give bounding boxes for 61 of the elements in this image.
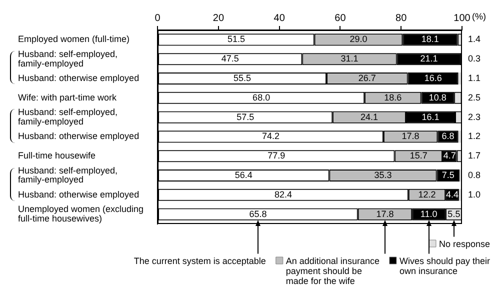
y-tick-label: Husband: self-employed, family-employed	[18, 165, 118, 185]
y-tick-label: Husband: self-employed, family-employed	[18, 107, 118, 127]
data-label: 55.5	[234, 72, 252, 83]
legend-label: An additional insurance payment should be made for the wife	[286, 256, 380, 286]
data-label: 1.4	[468, 34, 481, 44]
data-label: 6.8	[442, 131, 454, 142]
y-tick-label: Full-time housewife	[18, 150, 96, 161]
data-label: 0.3	[468, 54, 481, 64]
legend-label: Wives should pay their own insurance	[399, 256, 490, 276]
data-label: 2.3	[468, 112, 481, 122]
data-label: 31.1	[340, 54, 358, 64]
data-label: 17.8	[402, 131, 420, 142]
data-label: 26.7	[358, 72, 376, 83]
data-label: 0.8	[468, 170, 481, 180]
y-tick-label: Husband: otherwise employed	[18, 189, 140, 200]
data-label: 16.6	[424, 72, 442, 83]
data-label: 82.4	[274, 189, 292, 200]
data-label: 4.4	[446, 189, 459, 200]
data-label: 1.0	[468, 189, 481, 200]
x-tick-label: 20	[212, 12, 224, 24]
y-tick-label: Unemployed women (excluding full-time housewives)	[18, 204, 144, 224]
y-tick-label: Husband: self-employed, family-employed	[18, 48, 118, 68]
data-label: 65.8	[249, 208, 267, 219]
data-label: 2.5	[468, 92, 481, 102]
data-label: 56.4	[234, 170, 252, 180]
x-tick-label: 40	[274, 12, 286, 24]
data-label: 57.5	[236, 112, 254, 122]
x-tick-label: 80	[396, 12, 408, 24]
data-label: 5.5	[448, 208, 460, 219]
data-label: 7.5	[442, 170, 454, 180]
data-label: 24.1	[360, 112, 378, 122]
data-label: 68.0	[252, 92, 270, 102]
data-label: 1.2	[468, 131, 481, 142]
y-tick-label: Husband: otherwise employed	[18, 72, 140, 83]
y-tick-label: Wife: with part-time work	[18, 92, 118, 102]
data-label: 77.9	[268, 150, 286, 161]
legend-label: No response	[438, 238, 490, 249]
data-label: 1.1	[468, 72, 481, 83]
data-label: 21.1	[420, 54, 438, 64]
data-label: 11.0	[420, 208, 438, 219]
data-label: 51.5	[227, 34, 245, 44]
text: The current system is acceptable	[134, 256, 266, 266]
data-label: 35.3	[374, 170, 392, 180]
data-label: 47.5	[221, 54, 239, 64]
data-label: 17.8	[376, 208, 394, 219]
data-label: 16.1	[422, 112, 440, 122]
data-label: 18.1	[421, 34, 439, 44]
y-tick-label: Employed women (full-time)	[18, 34, 130, 44]
x-tick-label: 60	[334, 12, 346, 24]
data-label: 1.7	[468, 150, 481, 161]
x-tick-label: 0	[154, 12, 161, 24]
data-label: 29.0	[350, 34, 368, 44]
data-label: 10.8	[428, 92, 446, 102]
data-label: 12.2	[418, 189, 436, 200]
data-label: 15.7	[410, 150, 428, 161]
data-label: 4.7	[443, 150, 456, 161]
y-tick-label: Husband: otherwise employed	[18, 131, 140, 142]
data-label: 18.6	[384, 92, 402, 102]
x-axis-title: (%)	[472, 11, 486, 22]
x-tick-label: 100	[454, 12, 471, 24]
data-label: 74.2	[262, 131, 280, 142]
